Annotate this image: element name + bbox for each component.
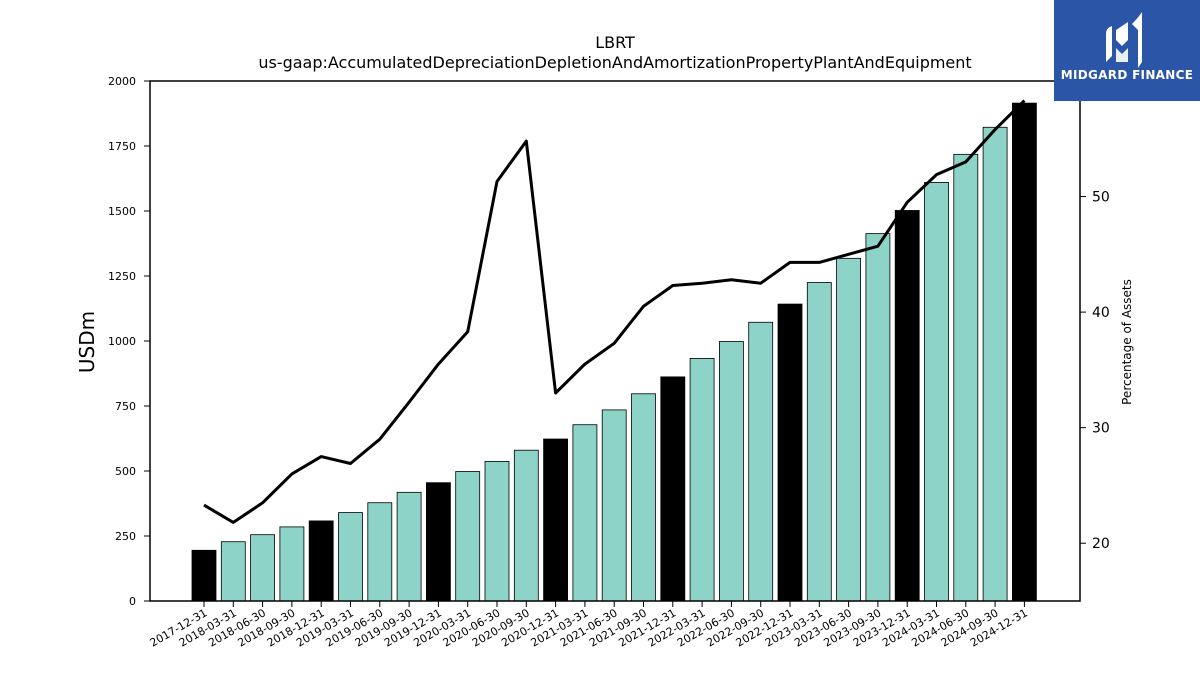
- bar-2021-03-31: [572, 424, 598, 602]
- bar-2022-09-30: [748, 321, 774, 602]
- bar-2018-12-31: [308, 520, 334, 602]
- bar-2018-06-30: [250, 534, 276, 602]
- bar-2020-06-30: [484, 460, 510, 602]
- percentage-line: [203, 99, 1026, 524]
- y2-tick-label: 30: [1092, 421, 1110, 437]
- bar-2021-09-30: [631, 393, 656, 602]
- bar-series: [191, 102, 1037, 602]
- bar-2024-09-30: [982, 126, 1008, 602]
- bar-2021-12-31: [660, 376, 686, 602]
- y-axis: 0 250 500 750 1000 1250 1500 1750 2000: [108, 75, 150, 608]
- y-tick-label: 500: [115, 465, 136, 478]
- chart-subtitle: us-gaap:AccumulatedDepreciationDepletion…: [258, 53, 971, 72]
- y2-tick-label: 50: [1092, 190, 1110, 206]
- y-tick-label: 1250: [108, 270, 136, 283]
- line-series: [203, 99, 1026, 524]
- logo-text: MIDGARD FINANCE: [1060, 68, 1194, 82]
- bar-2020-12-31: [543, 438, 568, 602]
- y-tick-label: 0: [129, 595, 136, 608]
- y-tick-label: 1750: [108, 140, 136, 153]
- y2-tick-label: 20: [1092, 536, 1110, 552]
- y-tick-label: 1500: [108, 205, 136, 218]
- y-tick-label: 750: [115, 400, 136, 413]
- y2-tick-label: 40: [1092, 305, 1110, 321]
- midgard-finance-logo: MIDGARD FINANCE: [1054, 0, 1200, 101]
- bar-2018-03-31: [220, 541, 246, 602]
- y-tick-label: 250: [115, 530, 136, 543]
- bar-2019-06-30: [367, 502, 393, 602]
- y2-axis: 20 30 40 50: [1080, 190, 1110, 552]
- bar-2023-06-30: [836, 257, 861, 602]
- bar-2024-06-30: [953, 153, 979, 602]
- bar-2022-03-31: [689, 358, 715, 602]
- bar-2022-12-31: [777, 303, 803, 602]
- bar-2023-03-31: [806, 282, 832, 602]
- bar-2023-09-30: [865, 233, 891, 602]
- bar-2018-09-30: [279, 526, 305, 602]
- bar-2024-03-31: [924, 181, 949, 602]
- bar-2021-06-30: [601, 409, 627, 602]
- chart-title: LBRT: [595, 33, 635, 52]
- y-axis-label: USDm: [75, 311, 99, 373]
- bar-2020-09-30: [513, 449, 539, 602]
- bar-2017-12-31: [191, 549, 217, 602]
- x-axis: 2017-12-312018-03-312018-06-302018-09-30…: [148, 601, 1030, 650]
- bar-2020-03-31: [455, 471, 481, 602]
- bar-2019-09-30: [396, 491, 422, 602]
- bar-2019-03-31: [338, 512, 363, 602]
- y2-axis-label: Percentage of Assets: [1120, 279, 1134, 405]
- bar-2023-12-31: [894, 210, 920, 602]
- y-tick-label: 2000: [108, 75, 136, 88]
- bar-2022-06-30: [719, 341, 744, 602]
- bar-2024-12-31: [1012, 102, 1037, 602]
- logo-mark-icon: [1106, 12, 1142, 68]
- y-tick-label: 1000: [108, 335, 136, 348]
- bar-2019-12-31: [425, 482, 451, 602]
